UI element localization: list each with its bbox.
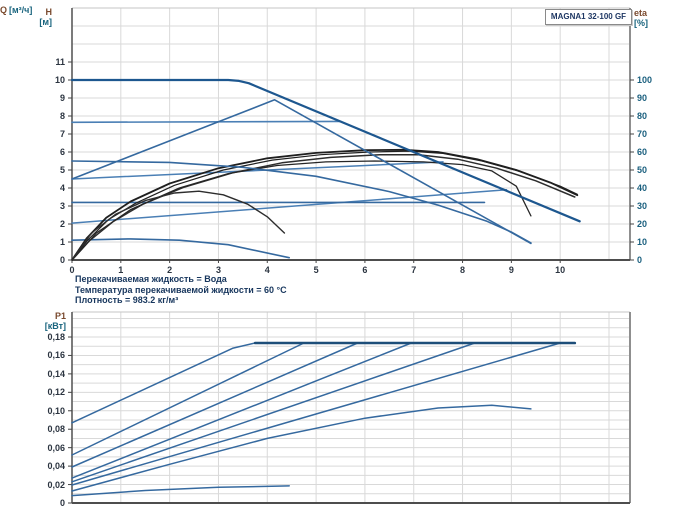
- eta-curve-flat: [71, 160, 532, 261]
- power-chart: [68, 311, 631, 504]
- p1-line-5: [71, 342, 476, 483]
- p1-line-6: [71, 342, 561, 486]
- const-pressure-line-7_7: [71, 120, 342, 124]
- p1-line-1: [71, 342, 256, 424]
- setpoint-rising-line-4_5: [71, 161, 444, 180]
- speed-curve-min: [71, 238, 290, 259]
- p1-min-curve: [71, 485, 290, 497]
- max-speed-curve: [70, 78, 581, 223]
- setpoint-rising-line-2: [71, 189, 508, 224]
- p1-line-2: [71, 342, 305, 456]
- eta-curve-low: [71, 190, 286, 261]
- eta-curve-max: [71, 148, 579, 261]
- prop-pressure-line: [71, 99, 532, 245]
- head-chart: [68, 7, 634, 263]
- p1-arc: [71, 404, 532, 492]
- p1-line-3: [71, 342, 359, 468]
- p1-line-4: [71, 342, 413, 479]
